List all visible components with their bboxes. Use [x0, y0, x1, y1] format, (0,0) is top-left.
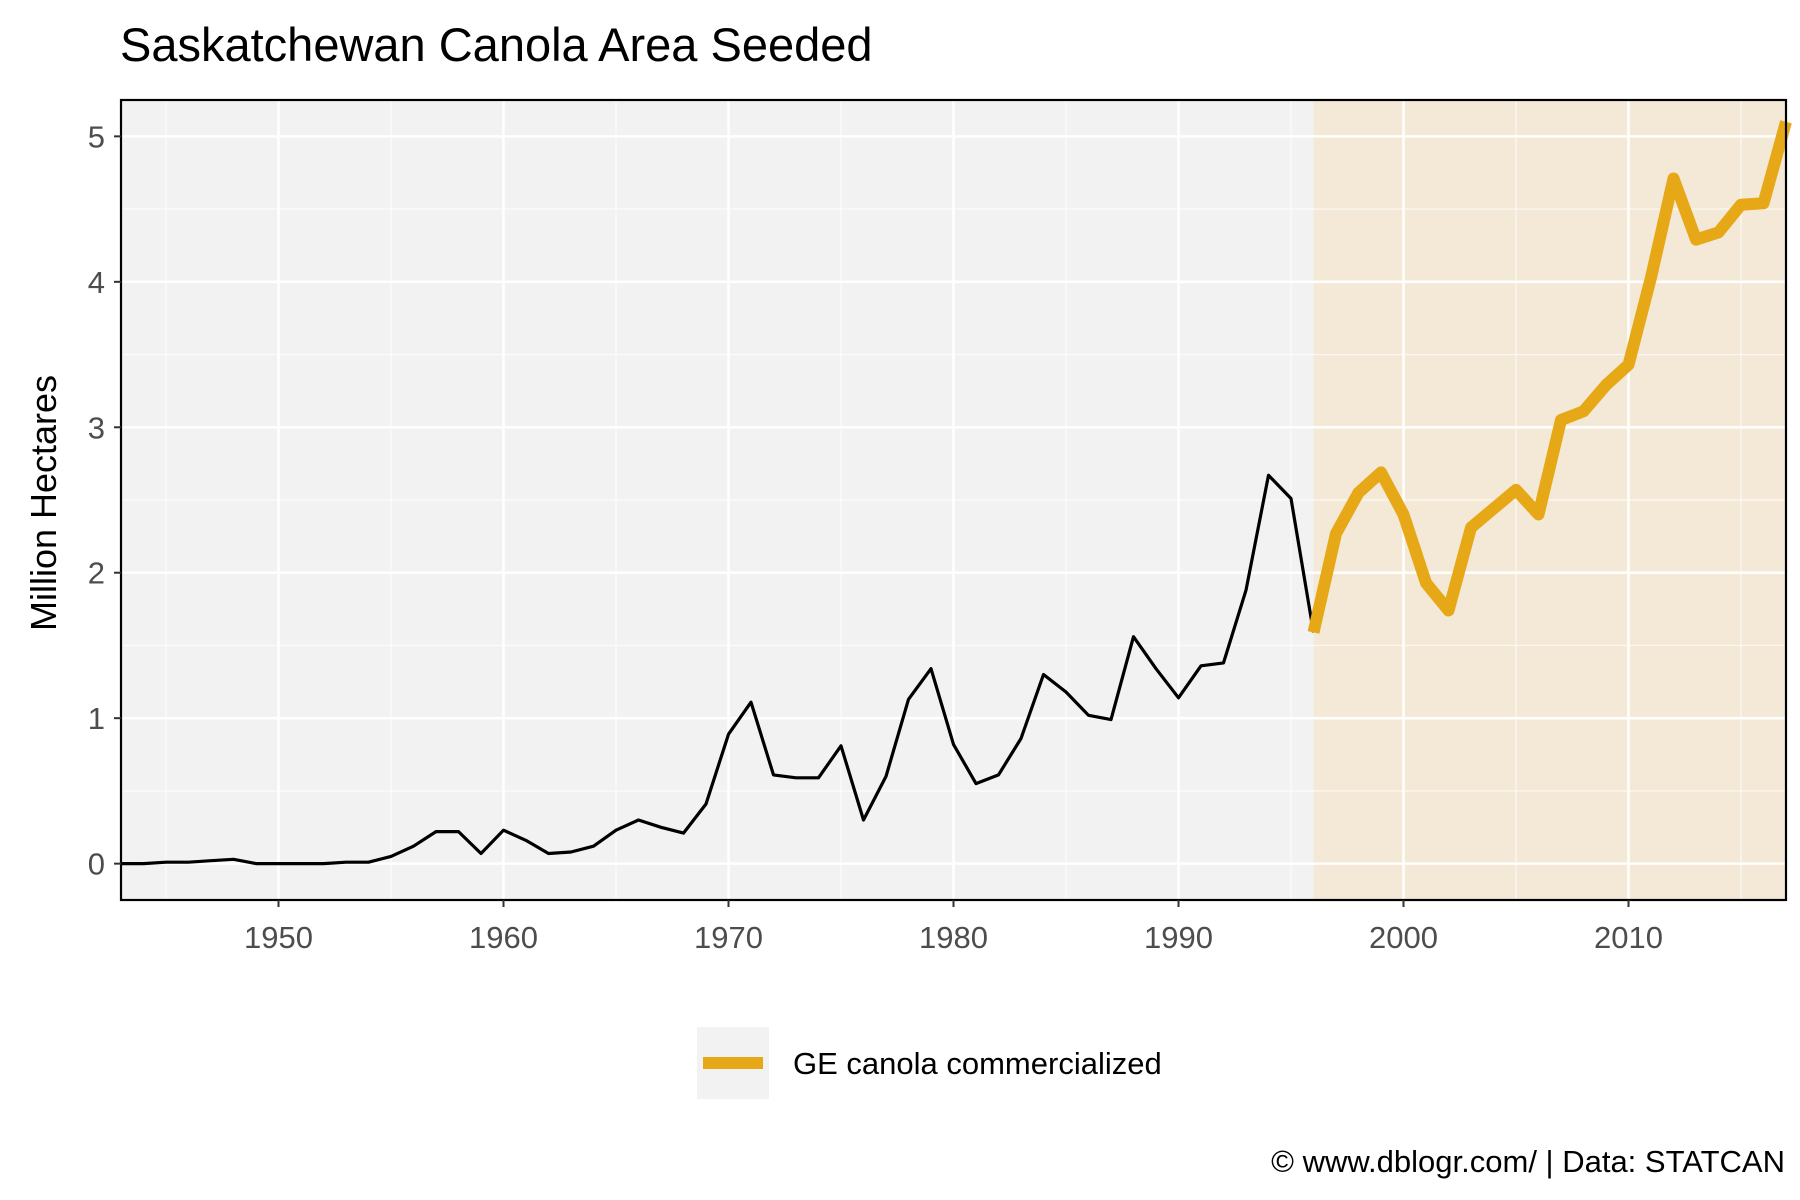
x-tick-label: 2000 — [1369, 920, 1438, 955]
y-axis: 0 1 2 3 4 5 — [88, 119, 121, 882]
y-tick-label: 5 — [88, 119, 105, 154]
y-axis-title: Million Hectares — [23, 375, 64, 631]
x-tick-label: 2010 — [1594, 920, 1663, 955]
legend-label-ge-canola: GE canola commercialized — [793, 1046, 1162, 1081]
major-gridlines — [121, 100, 1786, 900]
y-tick-label: 4 — [88, 265, 105, 300]
chart-title: Saskatchewan Canola Area Seeded — [120, 18, 873, 71]
x-tick-label: 1990 — [1144, 920, 1213, 955]
source-caption: © www.dblogr.com/ | Data: STATCAN — [1271, 1144, 1785, 1179]
x-tick-label: 1960 — [469, 920, 538, 955]
series-layer — [121, 120, 1792, 866]
legend: GE canola commercialized — [697, 1027, 1162, 1099]
x-tick-label: 1970 — [694, 920, 763, 955]
x-axis: 1950 1960 1970 1980 1990 2000 2010 — [244, 900, 1663, 955]
x-tick-label: 1950 — [244, 920, 313, 955]
y-tick-label: 3 — [88, 410, 105, 445]
series-line-ge-canola — [1307, 120, 1792, 634]
y-tick-label: 0 — [88, 847, 105, 882]
y-tick-label: 2 — [88, 556, 105, 591]
x-tick-label: 1980 — [919, 920, 988, 955]
series-line-pre-ge — [121, 473, 1316, 866]
y-tick-label: 1 — [88, 701, 105, 736]
